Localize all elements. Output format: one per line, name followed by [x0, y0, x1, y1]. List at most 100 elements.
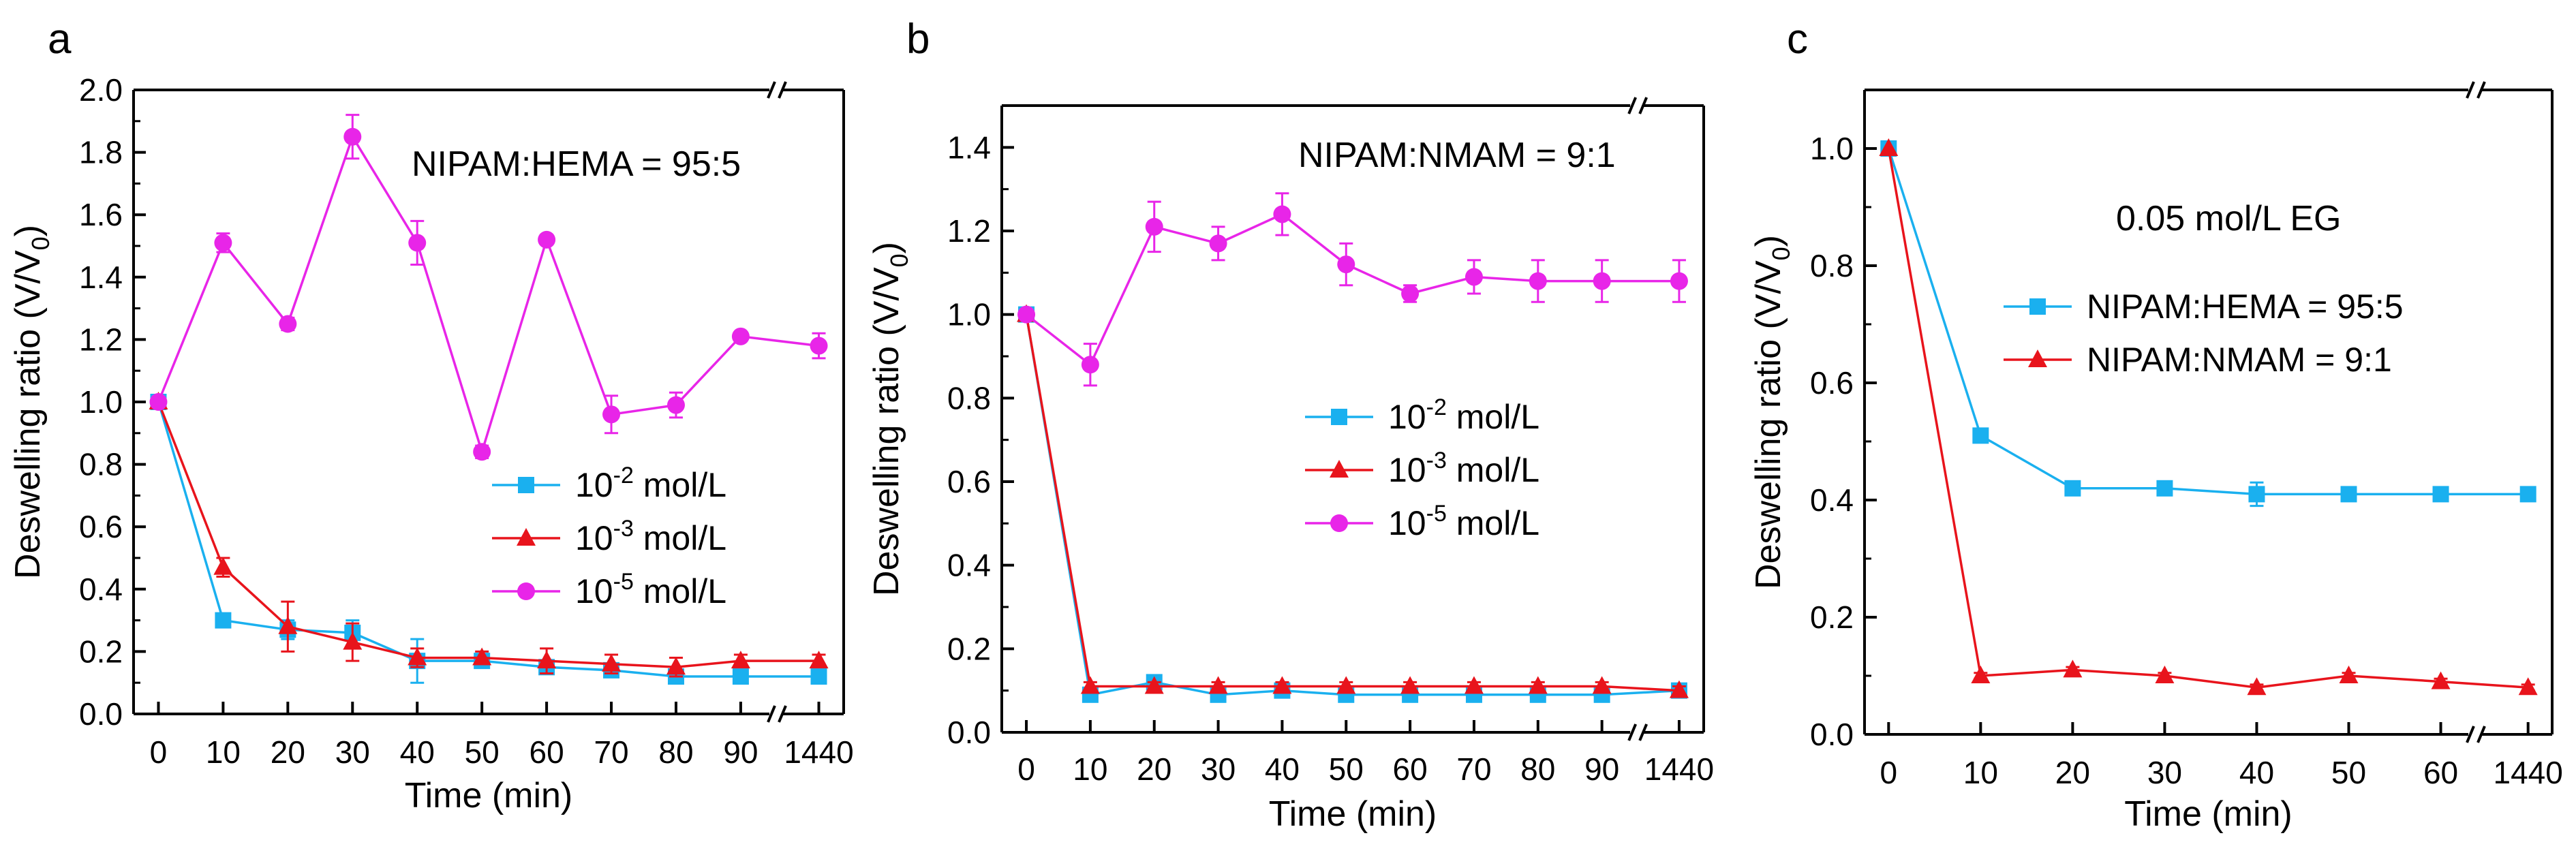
legend-label: 10-3 mol/L — [575, 516, 726, 557]
y-tick-label: 1.4 — [79, 260, 123, 295]
data-point — [731, 327, 750, 345]
panel-b: b 0.0 0.2 0.4 0.6 0.8 1.0 1.2 1.4 0 10 20 30 40 50 60 70… — [867, 16, 1714, 834]
legend-entry: 10-5 mol/L — [1305, 501, 1539, 542]
data-point — [810, 668, 827, 685]
y-tick-label: 1.0 — [1810, 131, 1854, 166]
y-axis-title-end: ) — [8, 225, 48, 236]
x-tick-label: 1440 — [784, 734, 853, 770]
legend-unit: mol/L — [1447, 451, 1539, 489]
legend-base: 10 — [1388, 398, 1426, 436]
x-tick-label: 0 — [1880, 755, 1898, 790]
data-point — [1972, 427, 1989, 444]
axis-break-mark — [2477, 81, 2486, 99]
legend-unit: mol/L — [634, 466, 726, 504]
y-tick-label: 0.4 — [79, 572, 123, 607]
data-point — [472, 647, 492, 666]
legend-entry: NIPAM:HEMA = 95:5 — [2004, 287, 2404, 326]
x-tick-label: 1440 — [2494, 755, 2563, 790]
x-tick-label: 60 — [2423, 755, 2458, 790]
y-tick-label: 0.8 — [947, 380, 991, 416]
legend-exponent: -2 — [613, 463, 634, 488]
x-tick-label: 30 — [1201, 751, 1236, 787]
x-tick-label: 30 — [335, 734, 370, 770]
y-tick-label: 0.2 — [947, 631, 991, 666]
panel-c: c 0.0 0.2 0.4 0.6 0.8 1.0 0 10 20 30 40 50 60 1440 Time… — [1749, 16, 2563, 834]
data-point — [732, 668, 749, 685]
x-tick-label: 50 — [1329, 751, 1364, 787]
panel-annotation: 0.05 mol/L EG — [2116, 199, 2341, 238]
x-tick-label: 80 — [1520, 751, 1555, 787]
data-point — [1017, 305, 1036, 324]
series-0 — [1880, 140, 2536, 508]
data-point — [1593, 272, 1611, 290]
axis-break-mark — [2466, 81, 2475, 99]
x-axis-title: Time (min) — [1269, 794, 1437, 834]
data-point — [1144, 676, 1164, 694]
axis-break-mark — [778, 81, 787, 99]
data-point — [1464, 676, 1484, 694]
data-point — [731, 651, 750, 669]
legend-label: 10-2 mol/L — [1388, 394, 1539, 436]
data-point — [810, 337, 828, 355]
axis-break-mark — [767, 705, 776, 723]
x-tick-label: 40 — [1265, 751, 1300, 787]
legend-marker — [518, 477, 534, 493]
y-axis-title-sub: 0 — [1767, 247, 1795, 260]
data-point — [2519, 486, 2536, 503]
axis-break-mark — [1627, 723, 1637, 741]
legend-marker — [1331, 409, 1347, 425]
legend-entry: 10-2 mol/L — [1305, 394, 1539, 436]
y-tick-label: 2.0 — [79, 72, 123, 108]
data-point — [149, 393, 168, 411]
data-point — [2063, 659, 2083, 678]
data-point — [2339, 666, 2359, 683]
axis-break-mark — [767, 81, 776, 99]
data-point — [809, 651, 829, 669]
legend-entry: 10-5 mol/L — [492, 569, 726, 610]
data-point — [2155, 666, 2175, 683]
y-axis-title-sub: 0 — [885, 253, 913, 267]
data-point — [1337, 255, 1355, 274]
data-point — [2064, 480, 2081, 497]
panel-annotation: NIPAM:NMAM = 9:1 — [1298, 136, 1616, 175]
data-point — [2248, 486, 2265, 503]
x-tick-label: 30 — [2147, 755, 2182, 790]
data-point — [278, 616, 298, 634]
legend-exponent: -2 — [1426, 394, 1447, 420]
legend-label: 10-3 mol/L — [1388, 448, 1539, 489]
x-tick-label: 50 — [465, 734, 500, 770]
legend-entry: 10-3 mol/L — [492, 516, 726, 557]
y-axis-title: Deswelling ratio (V/V0) — [867, 242, 913, 596]
data-point — [602, 653, 622, 672]
y-axis-title-main: Deswelling ratio (V/V — [1749, 260, 1788, 589]
x-tick-label: 1440 — [1644, 751, 1714, 787]
series-line — [1025, 213, 1679, 367]
legend-label: NIPAM:NMAM = 9:1 — [2087, 341, 2392, 379]
series-1 — [1017, 304, 1689, 698]
data-point — [1670, 272, 1688, 290]
data-point — [1145, 217, 1163, 236]
data-point — [1401, 285, 1420, 302]
y-axis-title-sub: 0 — [27, 236, 55, 250]
legend-base: 10 — [575, 572, 613, 610]
panel-annotation: NIPAM:HEMA = 95:5 — [412, 144, 741, 184]
data-point — [1528, 676, 1548, 694]
series-1 — [1879, 138, 2538, 696]
data-point — [538, 230, 556, 249]
axis-break-mark — [778, 705, 787, 723]
x-tick-label: 60 — [530, 734, 564, 770]
x-axis-title: Time (min) — [2124, 794, 2293, 834]
series-line — [1887, 148, 2528, 689]
legend-label: 10-2 mol/L — [575, 463, 726, 504]
panel-letter: c — [1787, 16, 1808, 63]
panel-letter: b — [906, 16, 930, 63]
x-tick-label: 40 — [2239, 755, 2274, 790]
series-2 — [149, 114, 828, 461]
data-point — [343, 127, 362, 146]
x-tick-label: 20 — [1137, 751, 1171, 787]
legend-marker — [1330, 514, 1348, 532]
legend-unit: mol/L — [1447, 398, 1539, 436]
data-point — [473, 443, 491, 461]
legend-label: 10-5 mol/L — [575, 569, 726, 610]
